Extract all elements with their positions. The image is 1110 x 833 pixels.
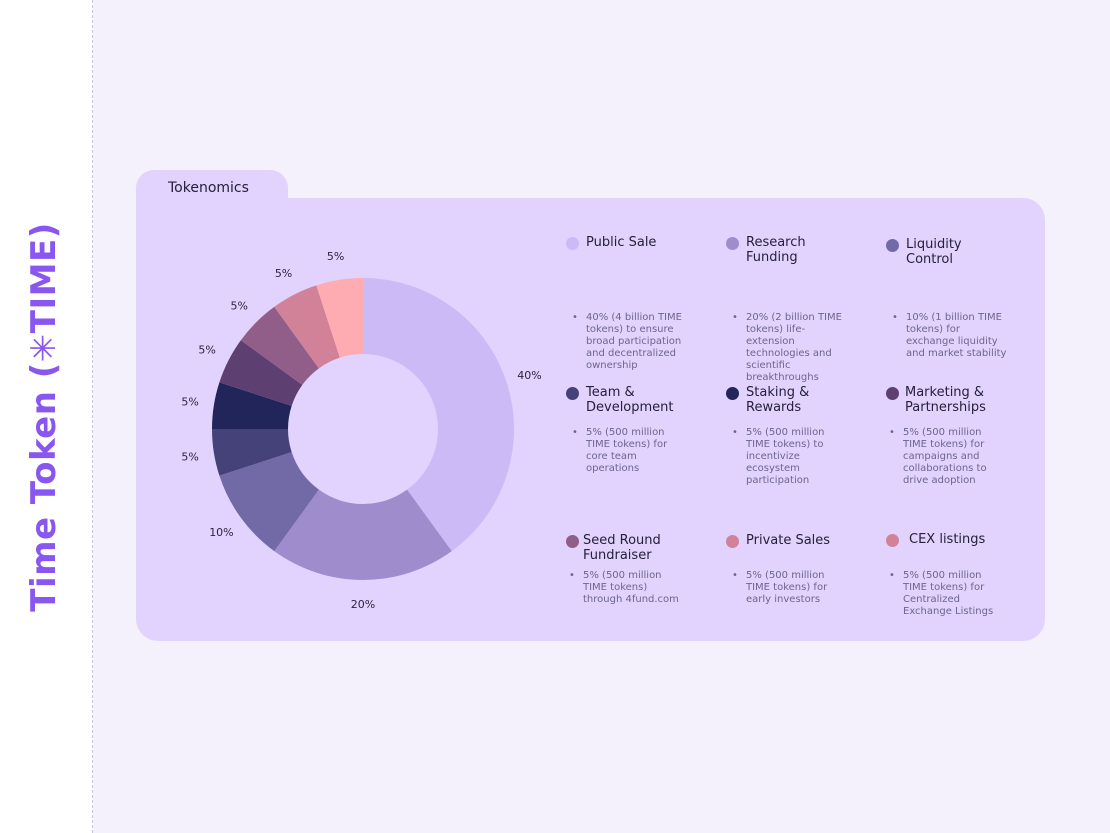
sidebar: Time Token (✳TIME) xyxy=(0,0,93,833)
legend-desc: 5% (500 million TIME tokens) for early i… xyxy=(732,570,851,606)
legend-name: Team & Development xyxy=(586,385,674,415)
donut-slice xyxy=(212,382,292,429)
donut-slice xyxy=(363,278,514,552)
legend-name: Seed Round Fundraiser xyxy=(583,533,661,563)
donut-slice xyxy=(316,278,363,358)
legend-name: Marketing & Partnerships xyxy=(905,385,986,415)
legend-desc: 5% (500 million TIME tokens) for core te… xyxy=(572,427,691,475)
donut-slice xyxy=(219,452,319,552)
slice-label: 20% xyxy=(351,598,375,611)
legend-desc: 40% (4 billion TIME tokens) to ensure br… xyxy=(572,312,691,372)
legend-desc: 5% (500 million TIME tokens) for Central… xyxy=(889,570,1008,618)
slice-label: 5% xyxy=(231,299,248,312)
legend-desc: 5% (500 million TIME tokens) for campaig… xyxy=(889,427,1008,487)
slice-label: 10% xyxy=(209,526,233,539)
slice-label: 5% xyxy=(181,396,198,409)
legend-name: Public Sale xyxy=(586,235,657,250)
legend-name: Private Sales xyxy=(746,533,831,548)
slice-label: 5% xyxy=(198,344,215,357)
tokenomics-panel: 40% 20% 10% 5% 5% 5% 5% 5% 5% Public Sale 40% (4… xyxy=(136,198,1045,641)
slice-label: 5% xyxy=(181,450,198,463)
donut-slice xyxy=(274,489,452,580)
legend-name: Staking & Rewards xyxy=(746,385,810,415)
donut-slice xyxy=(274,285,340,369)
slice-label: 5% xyxy=(275,267,292,280)
legend-dot-icon xyxy=(886,239,899,252)
donut-chart: 40% 20% 10% 5% 5% 5% 5% 5% 5% xyxy=(181,250,541,611)
slice-label: 40% xyxy=(517,369,541,382)
legend-desc: 20% (2 billion TIME tokens) life-extensi… xyxy=(732,312,851,384)
legend-name: Research Funding xyxy=(746,235,806,265)
legend-dot-icon xyxy=(566,387,579,400)
donut-slice xyxy=(240,306,319,385)
slice-label: 5% xyxy=(327,250,344,263)
legend-dot-icon xyxy=(566,237,579,250)
legend-dot-icon xyxy=(726,237,739,250)
legend-name: Liquidity Control xyxy=(906,237,962,267)
legend-name: CEX listings xyxy=(909,532,986,547)
legend-dot-icon xyxy=(726,387,739,400)
donut-slice xyxy=(212,429,292,476)
legend-dot-icon xyxy=(726,535,739,548)
legend-desc: 5% (500 million TIME tokens) through 4fu… xyxy=(569,570,688,606)
legend-desc: 5% (500 million TIME tokens) to incentiv… xyxy=(732,427,851,487)
donut-slice xyxy=(219,340,303,406)
legend-dot-icon xyxy=(566,535,579,548)
vertical-title: Time Token (✳TIME) xyxy=(24,222,64,612)
tab-label: Tokenomics xyxy=(168,180,249,196)
legend-dot-icon xyxy=(886,534,899,547)
legend-desc: 10% (1 billion TIME tokens) for exchange… xyxy=(892,312,1011,360)
legend-dot-icon xyxy=(886,387,899,400)
